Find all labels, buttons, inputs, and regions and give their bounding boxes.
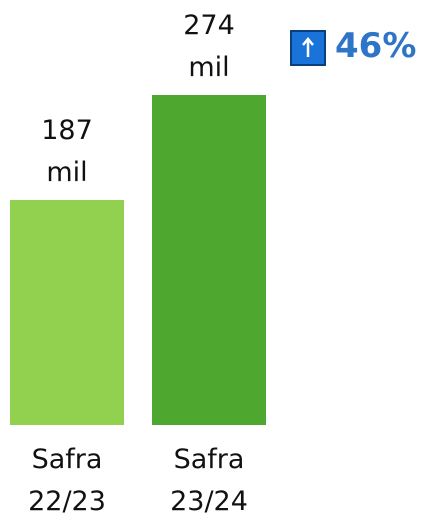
bar: [152, 95, 266, 425]
value-label: 187 mil: [41, 114, 93, 188]
page: {"chart_data": {"type": "bar", "categori…: [10, 10, 417, 517]
bar: [10, 199, 124, 425]
up-arrow-icon: [290, 30, 326, 66]
category-label: Safra 22/23: [28, 444, 106, 517]
chart: 46% 187 mil Safra 22/23 274 mil Safra 23/24: [10, 10, 417, 517]
change-annotation: 46%: [335, 26, 417, 66]
category-label: Safra 23/24: [170, 444, 248, 517]
value-label: 274 mil: [183, 10, 235, 83]
